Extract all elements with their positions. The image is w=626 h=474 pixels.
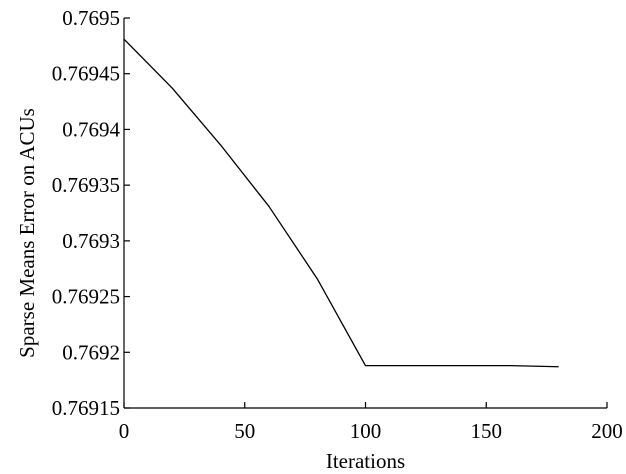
y-tick-label: 0.76915 [52, 396, 120, 420]
series-line [123, 38, 559, 368]
x-axis-label: Iterations [326, 449, 405, 473]
y-tick-label: 0.7692 [62, 340, 120, 364]
x-tick-label: 50 [234, 419, 255, 443]
y-tick-label: 0.76935 [52, 173, 120, 197]
y-tick-label: 0.76945 [52, 62, 120, 86]
y-tick-label: 0.76925 [52, 285, 120, 309]
x-tick-label: 0 [119, 419, 130, 443]
y-ticks: 0.76915 0.7692 0.76925 0.7693 0.76935 0.7694 0… [52, 6, 130, 420]
y-tick-label: 0.7695 [62, 6, 120, 30]
y-tick-label: 0.7693 [62, 229, 120, 253]
x-tick-label: 200 [591, 419, 623, 443]
x-ticks: 0 50 100 150 200 [119, 402, 623, 443]
y-tick-label: 0.7694 [62, 117, 120, 141]
x-tick-label: 150 [471, 419, 503, 443]
x-tick-label: 100 [350, 419, 382, 443]
series-layer [123, 38, 559, 368]
y-axis-label: Sparse Means Error on ACUs [15, 108, 39, 358]
axes [123, 18, 607, 409]
